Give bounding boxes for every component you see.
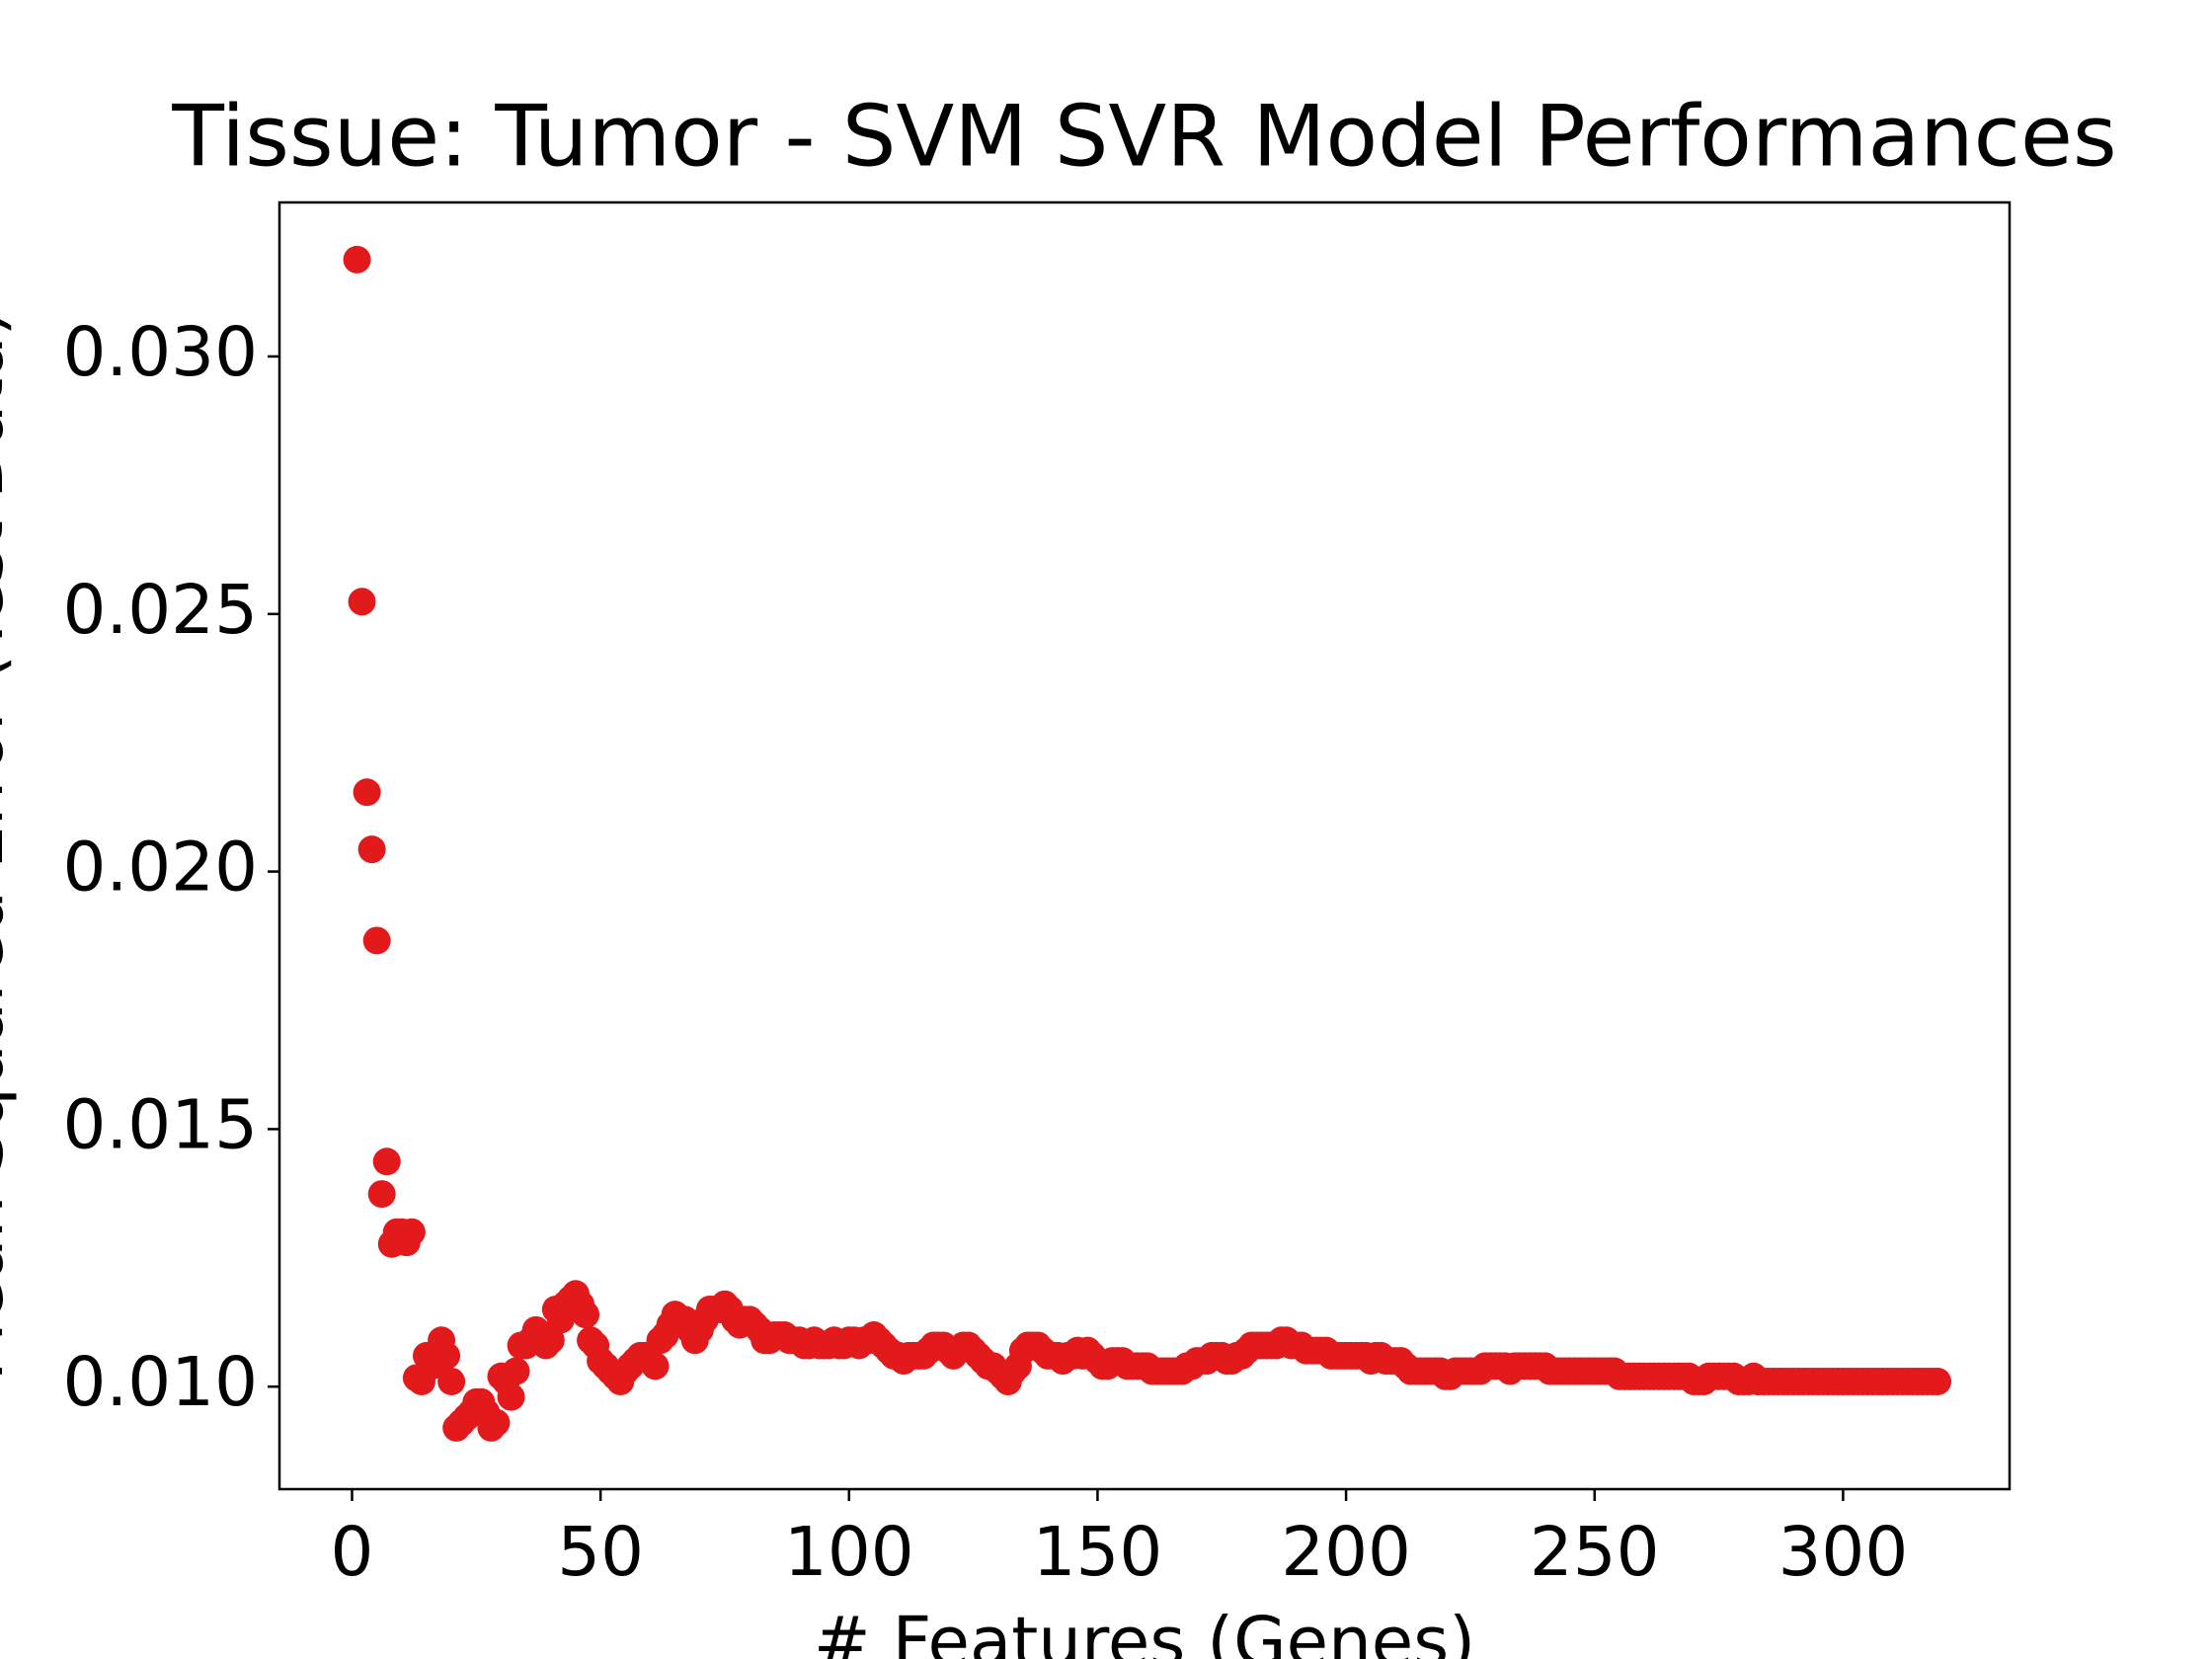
x-tick-label: 50 — [557, 1513, 644, 1592]
y-axis-label: Mean Squared Error (Test Data) — [0, 309, 19, 1381]
point — [641, 1352, 670, 1381]
point — [367, 1180, 396, 1209]
point — [357, 835, 386, 864]
point — [372, 1147, 401, 1176]
point — [497, 1382, 525, 1411]
y-tick-label: 0.010 — [62, 1343, 258, 1422]
chart-title: Tissue: Tumor - SVM SVR Model Performanc… — [171, 87, 2116, 186]
x-tick-label: 100 — [784, 1513, 914, 1592]
point — [536, 1326, 565, 1355]
point — [1924, 1367, 1952, 1395]
y-tick-label: 0.030 — [62, 313, 258, 392]
point — [348, 588, 376, 616]
x-tick-label: 200 — [1281, 1513, 1411, 1592]
point — [572, 1301, 600, 1329]
point — [433, 1341, 461, 1370]
x-tick-label: 300 — [1778, 1513, 1909, 1592]
x-tick-label: 0 — [331, 1513, 374, 1592]
y-tick-label: 0.015 — [62, 1085, 258, 1164]
point — [397, 1218, 426, 1246]
x-axis-label: # Features (Genes) — [814, 1603, 1475, 1659]
point — [482, 1408, 511, 1437]
x-tick-label: 150 — [1033, 1513, 1163, 1592]
point — [362, 926, 391, 955]
y-tick-label: 0.020 — [62, 829, 258, 908]
point — [353, 778, 381, 807]
point — [343, 245, 371, 274]
point — [437, 1367, 466, 1395]
point — [502, 1357, 530, 1385]
y-tick-label: 0.025 — [62, 571, 258, 650]
plot-frame — [277, 200, 2012, 1491]
x-tick-label: 250 — [1530, 1513, 1660, 1592]
